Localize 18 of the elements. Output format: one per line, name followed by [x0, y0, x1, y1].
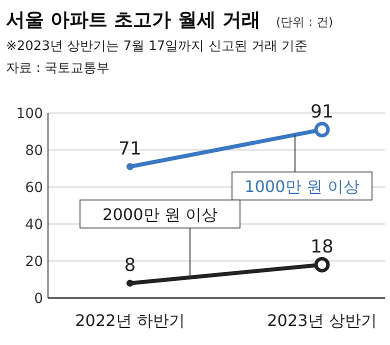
text: 2000만 원 이상 [102, 205, 218, 224]
text: 자료 : 국토교통부 [6, 61, 110, 76]
y-tick-label: 40 [25, 217, 43, 233]
text: (단위 : 건) [276, 15, 334, 29]
y-tick-label: 100 [16, 106, 43, 122]
x-tick-label: 2022년 하반기 [75, 311, 185, 330]
data-label: 71 [118, 138, 142, 160]
chart-title: 서울 아파트 초고가 월세 거래 [6, 9, 260, 31]
y-tick-label: 80 [25, 143, 43, 159]
series-label: 1000만 원 이상 [244, 177, 360, 196]
y-tick-label: 0 [34, 291, 43, 307]
data-label: 91 [310, 102, 334, 123]
chart-subtitle: ※2023년 상반기는 7월 17일까지 신고된 거래 기준 [6, 39, 308, 54]
y-tick-label: 20 [25, 254, 43, 270]
data-label: 8 [124, 255, 136, 276]
data-label: 18 [310, 236, 334, 258]
x-tick-label: 2023년 상반기 [267, 311, 377, 330]
y-tick-label: 60 [25, 180, 43, 196]
